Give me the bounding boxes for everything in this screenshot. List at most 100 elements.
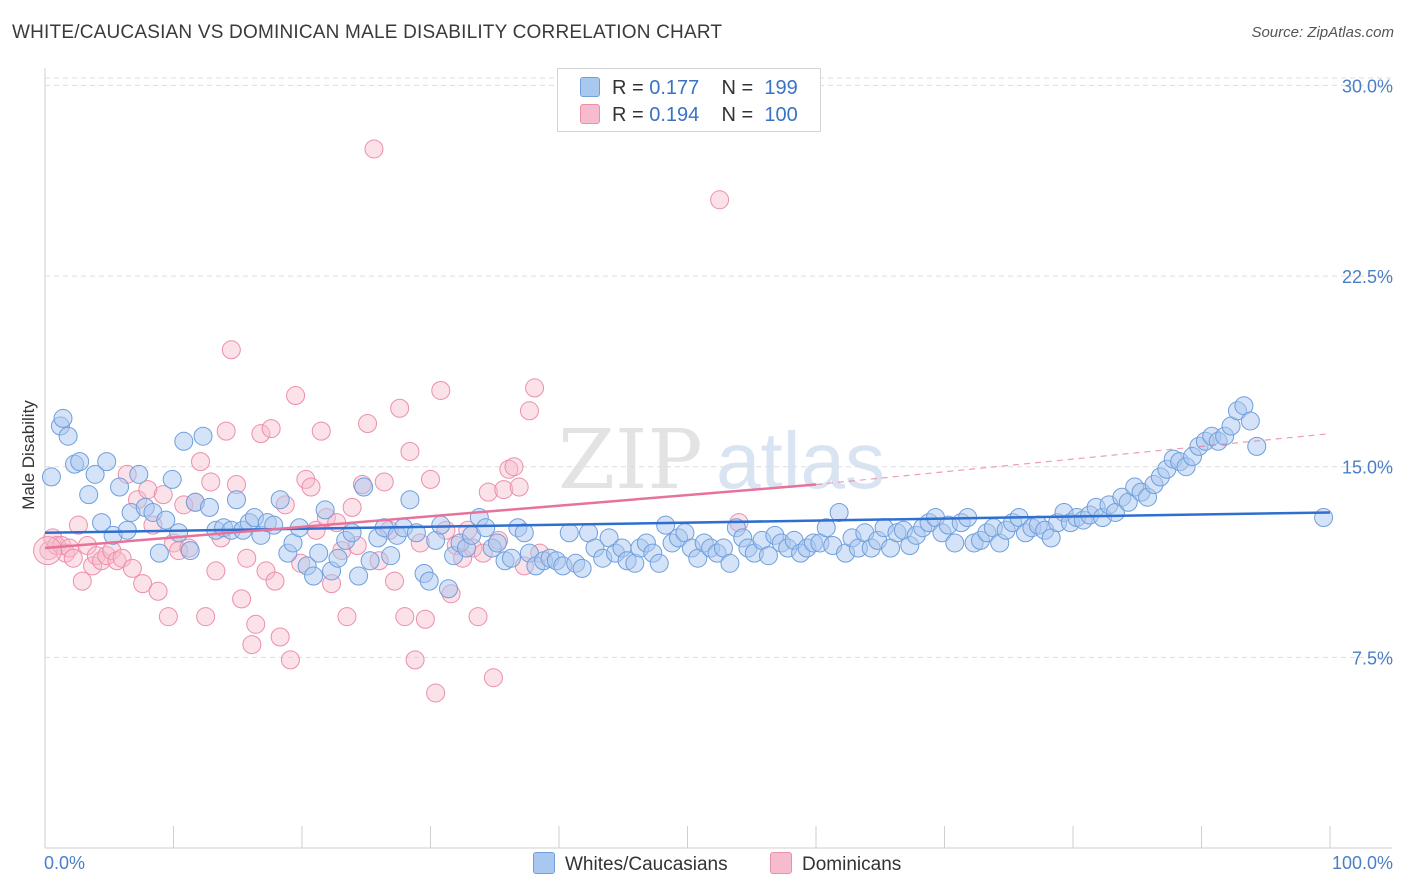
dominican-point	[342, 497, 362, 517]
legend-swatch-blue	[580, 77, 600, 97]
dominican-point	[122, 558, 142, 578]
legend-n-value-dominicans: 100	[764, 104, 798, 126]
series-legend: Whites/Caucasians Dominicans	[0, 852, 1406, 878]
white-point	[487, 533, 507, 553]
white-point	[514, 523, 534, 543]
white-point	[156, 510, 176, 530]
legend-r-label: R =	[612, 104, 644, 126]
x-tick-label-max: 100.0%	[1332, 853, 1393, 873]
dominican-point	[242, 635, 262, 655]
white-point	[309, 543, 329, 563]
dominican-point	[358, 413, 378, 433]
y-axis-label: Male Disability	[19, 400, 38, 510]
dominican-point	[395, 607, 415, 627]
white-point	[349, 566, 369, 586]
stats-legend: R = 0.177 N = 199 R = 0.194 N = 100	[557, 68, 821, 132]
white-point	[110, 477, 130, 497]
dominican-point	[133, 574, 153, 594]
white-point	[41, 467, 61, 487]
dominican-point	[148, 581, 168, 601]
dominican-point	[426, 683, 446, 703]
white-point	[180, 541, 200, 561]
dominican-point	[286, 386, 306, 406]
white-point	[559, 523, 579, 543]
legend-item-dominicans[interactable]: Dominicans	[770, 852, 901, 876]
y-tick-label: 15.0%	[1342, 458, 1393, 478]
white-point	[400, 490, 420, 510]
dominican-point	[153, 485, 173, 505]
dominican-point	[246, 614, 266, 634]
white-point	[70, 452, 90, 472]
dominican-point	[72, 571, 92, 591]
legend-row-whites: R = 0.177 N = 199	[580, 77, 798, 101]
chart-title: WHITE/CAUCASIAN VS DOMINICAN MALE DISABI…	[12, 22, 723, 43]
legend-swatch-pink	[770, 852, 792, 874]
white-point	[304, 566, 324, 586]
dominican-point	[468, 607, 488, 627]
dominican-point	[504, 457, 524, 477]
white-point	[226, 490, 246, 510]
white-point	[264, 515, 284, 535]
white-point	[1247, 436, 1267, 456]
dominican-point	[63, 548, 83, 568]
dominican-point	[494, 480, 514, 500]
legend-r-value-whites: 0.177	[649, 77, 700, 99]
dominican-point	[374, 472, 394, 492]
dominican-point	[201, 472, 221, 492]
dominican-point	[196, 607, 216, 627]
legend-r-value-dominicans: 0.194	[649, 104, 700, 126]
white-point	[381, 546, 401, 566]
dominican-point	[206, 561, 226, 581]
y-tick-label: 30.0%	[1342, 76, 1393, 96]
white-point	[270, 490, 290, 510]
legend-row-dominicans: R = 0.194 N = 100	[580, 104, 798, 128]
whites-points	[41, 396, 1334, 599]
dominican-point	[710, 190, 730, 210]
white-point	[58, 426, 78, 446]
white-point	[315, 500, 335, 520]
legend-n-label: N =	[721, 104, 754, 126]
watermark: ZIP atlas	[558, 413, 885, 508]
y-tick-label: 22.5%	[1342, 267, 1393, 287]
white-point	[53, 408, 73, 428]
dominican-point	[221, 340, 241, 360]
dominican-point	[261, 419, 281, 439]
white-point	[476, 518, 496, 538]
dominican-point	[216, 421, 236, 441]
grid-lines	[45, 77, 1392, 658]
white-point	[1240, 411, 1260, 431]
dominican-point	[431, 380, 451, 400]
dominican-point	[364, 139, 384, 159]
dominican-point	[301, 477, 321, 497]
white-point	[342, 523, 362, 543]
dominican-point	[509, 477, 529, 497]
legend-swatch-pink	[580, 104, 600, 124]
dominican-point	[158, 607, 178, 627]
dominican-point	[112, 548, 132, 568]
dominican-point	[97, 546, 117, 566]
white-point	[149, 543, 169, 563]
white-point	[169, 523, 189, 543]
white-point	[354, 477, 374, 497]
dominican-point	[251, 424, 271, 444]
white-point	[419, 571, 439, 591]
white-point	[656, 515, 676, 535]
dominican-point	[499, 459, 519, 479]
white-point	[85, 464, 105, 484]
white-point	[431, 515, 451, 535]
legend-item-whites[interactable]: Whites/Caucasians	[533, 852, 728, 876]
dominican-point-large	[33, 536, 63, 566]
white-point	[572, 558, 592, 578]
axis-labels: 7.5% 15.0% 22.5% 30.0% 0.0% 100.0% Male Disabi…	[19, 76, 1393, 873]
dominican-point	[237, 548, 257, 568]
legend-n-label: N =	[721, 77, 754, 99]
dominican-point	[107, 551, 127, 571]
white-point	[501, 548, 521, 568]
white-point	[328, 548, 348, 568]
dominican-point	[280, 650, 300, 670]
white-point	[360, 551, 380, 571]
dominican-point	[83, 556, 103, 576]
dominican-point	[68, 515, 88, 535]
dominican-point	[405, 650, 425, 670]
dominican-point	[337, 607, 357, 627]
